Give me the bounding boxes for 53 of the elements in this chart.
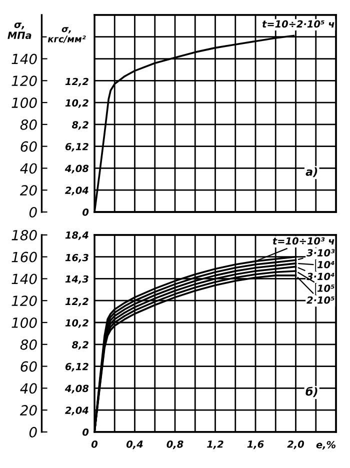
y2-tick-label: 4,08	[64, 164, 89, 174]
x-tick-label: 0,4	[126, 440, 143, 450]
y-tick-label: 120	[12, 76, 37, 86]
y2-tick-label: 8,2	[72, 341, 88, 350]
y-tick-label: 140	[12, 274, 37, 284]
y-tick-label: 100	[12, 98, 37, 108]
y2-tick-label: 4,08	[64, 384, 89, 394]
y-tick-label: 20	[20, 405, 37, 416]
y2-tick-label: 2,04	[65, 406, 88, 416]
text: 10⁵	[317, 284, 334, 292]
annotation: а)	[306, 167, 318, 178]
y-tick-label: 160	[12, 252, 37, 262]
y-tick-label: 0	[29, 426, 37, 438]
y-tick-label: 40	[20, 383, 37, 394]
y-tick-label: 0	[29, 206, 37, 218]
y2-axis-title: σ, кгс/мм²	[48, 27, 86, 44]
y2-tick-label: 14,3	[65, 275, 88, 284]
y-tick-label: 20	[20, 185, 37, 196]
annotation: б)	[306, 386, 318, 398]
y2-tick-label: 2,04	[65, 186, 88, 196]
x-tick-label: 1,2	[207, 440, 224, 450]
y-tick-label: 60	[20, 141, 37, 152]
y2-tick-label: 16,3	[65, 254, 88, 262]
y2-tick-label: 12,2	[65, 298, 88, 306]
y-tick-label: 80	[20, 119, 37, 130]
x-tick-label: 0,8	[166, 440, 184, 450]
x-axis-title: е,%	[316, 441, 336, 450]
series-label: t=10÷10³ ч	[272, 237, 334, 245]
y2-tick-label: 0	[82, 428, 89, 436]
y2-tick-label: 10,2	[65, 319, 88, 328]
y-tick-label: 80	[20, 339, 37, 350]
y2-tick-label: 18,4	[65, 231, 88, 240]
y-tick-label: 40	[20, 163, 37, 174]
x-tick-label: 2,0	[287, 440, 304, 450]
y-tick-label: 180	[12, 230, 37, 240]
y2-tick-label: 6,12	[65, 142, 88, 152]
y-axis-title: σ, МПа	[8, 22, 32, 40]
series-label: t=10÷2·10⁵ ч	[262, 20, 334, 28]
x-tick-label: 0	[91, 440, 98, 448]
y2-tick-label: 6,12	[65, 362, 88, 372]
y-tick-label: 120	[12, 296, 37, 306]
y-tick-label: 60	[20, 361, 37, 372]
text: 10⁴	[317, 260, 334, 268]
y-tick-label: 140	[12, 54, 37, 64]
y-tick-label: 100	[12, 317, 37, 328]
y2-tick-label: 10,2	[65, 99, 88, 108]
series-label: 3·10⁴	[306, 272, 334, 280]
y2-tick-label: 0	[82, 208, 89, 216]
y2-tick-label: 8,2	[72, 121, 88, 130]
series-label: 3·10³	[306, 249, 335, 256]
y2-tick-label: 12,2	[65, 78, 88, 86]
text: 2·10⁵	[306, 296, 334, 304]
x-tick-label: 1,6	[247, 440, 264, 450]
